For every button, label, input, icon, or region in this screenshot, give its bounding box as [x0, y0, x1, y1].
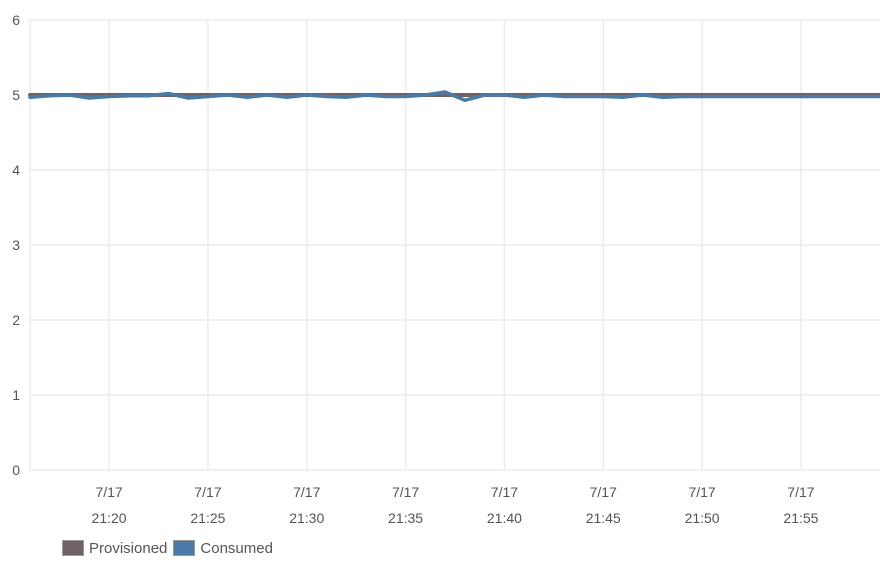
y-axis-tick-labels: 0 1 2 3 4 5 6	[12, 12, 20, 478]
y-tick-label: 2	[12, 312, 20, 328]
x-tick-time-label: 21:50	[685, 510, 720, 526]
x-tick-date-label: 7/17	[95, 484, 122, 500]
x-tick-date-label: 7/17	[787, 484, 814, 500]
x-tick-time-label: 21:35	[388, 510, 423, 526]
x-tick-date-label: 7/17	[590, 484, 617, 500]
legend-swatch-provisioned	[62, 540, 84, 556]
series-line-consumed	[28, 90, 880, 103]
x-axis-tick-labels: 7/17 21:20 7/17 21:25 7/17 21:30 7/17 21:35 7/17…	[92, 484, 819, 526]
gridlines	[29, 19, 880, 471]
legend: Provisioned Consumed	[62, 537, 279, 559]
x-tick-date-label: 7/17	[194, 484, 221, 500]
x-tick-date-label: 7/17	[688, 484, 715, 500]
x-tick-time-label: 21:40	[487, 510, 522, 526]
x-tick-time-label: 21:30	[289, 510, 324, 526]
legend-item-consumed[interactable]: Consumed	[173, 540, 273, 557]
y-tick-label: 6	[12, 12, 20, 28]
x-tick-time-label: 21:55	[783, 510, 818, 526]
x-tick-time-label: 21:45	[586, 510, 621, 526]
legend-item-provisioned[interactable]: Provisioned	[62, 540, 167, 557]
y-tick-label: 0	[12, 462, 20, 478]
x-tick-date-label: 7/17	[392, 484, 419, 500]
y-tick-label: 4	[12, 162, 20, 178]
y-tick-label: 1	[12, 387, 20, 403]
x-tick-time-label: 21:25	[190, 510, 225, 526]
x-tick-time-label: 21:20	[92, 510, 127, 526]
y-tick-label: 3	[12, 237, 20, 253]
series-lines	[28, 90, 880, 103]
legend-label-provisioned: Provisioned	[89, 539, 168, 557]
x-tick-date-label: 7/17	[293, 484, 320, 500]
y-tick-label: 5	[12, 87, 20, 103]
x-tick-date-label: 7/17	[491, 484, 518, 500]
legend-label-consumed: Consumed	[200, 539, 273, 557]
legend-swatch-consumed	[173, 540, 196, 556]
